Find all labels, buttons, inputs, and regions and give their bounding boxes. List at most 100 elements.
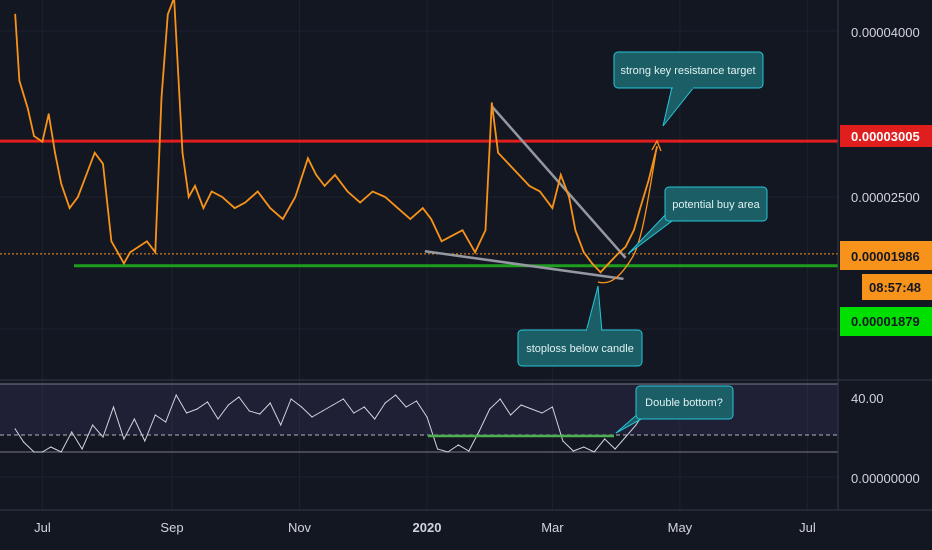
oscillator-point [33,451,35,453]
oscillator-point [405,406,407,408]
oscillator-point [530,408,533,410]
price-point [181,151,184,154]
lower-trendline[interactable] [424,249,624,281]
x-tick-label: Mar [541,520,564,535]
price-point [639,207,641,209]
oscillator-point [374,418,376,420]
price-point [583,251,585,254]
price-point [409,218,412,220]
oscillator-point [238,396,240,398]
oscillator-point [489,408,491,410]
price-point [154,251,157,254]
resistance-price-badge[interactable]: 0.00003005 [840,125,932,147]
price-point [474,251,476,254]
oscillator-point [332,404,334,406]
price-point [202,207,205,209]
oscillator-points [14,394,658,453]
oscillator-point [562,440,564,442]
oscillator-point [457,444,459,446]
time-axis[interactable]: Jul Sep Nov 2020 Mar May Jul [34,520,816,535]
price-point [233,207,236,209]
price-point [451,234,453,237]
price-point [18,80,21,82]
price-point [160,96,163,99]
oscillator-point [311,416,313,418]
price-point [146,240,148,243]
price-point [518,174,520,176]
callout-buy[interactable]: potential buy area [627,186,768,255]
price-point [77,196,79,198]
price-point [116,251,119,254]
oscillator-point [342,398,344,400]
price-point [244,201,246,204]
oscillator-point [353,412,355,414]
price-point [282,218,284,220]
price-point [440,240,443,243]
callout-stoploss-text: stoploss below candle [526,343,634,355]
price-point [294,196,297,198]
current-price-badge[interactable]: 0.00001986 [840,241,932,270]
price-point [334,174,336,176]
oscillator-point [71,431,73,433]
price-point [647,179,650,182]
price-point [167,13,169,16]
price-point [633,229,635,231]
price-point [110,240,113,243]
price-point [624,246,627,248]
price-point [539,190,541,193]
price-point [430,218,433,220]
y-tick-label: 0.00004000 [851,25,920,40]
price-point [484,229,487,231]
oscillator-y-tick-label: 0.00000000 [851,471,920,486]
price-point [359,201,361,204]
price-points [14,13,658,274]
price-point [497,151,499,154]
callout-stoploss[interactable]: stoploss below candle [517,285,643,367]
price-point [27,107,29,110]
oscillator-point [520,404,522,406]
price-point [568,196,570,198]
price-point [93,151,96,154]
oscillator-point [217,418,219,420]
price-point [371,190,374,193]
price-point [346,190,349,193]
oscillator-point [123,438,125,440]
oscillator-point [614,448,616,450]
oscillator-point [447,451,449,453]
price-point [68,207,71,209]
projection-arrowhead [651,139,662,152]
oscillator-point [41,451,44,453]
price-point [14,13,16,16]
support-price-badge[interactable]: 0.00001879 [840,307,932,336]
oscillator-point [165,421,167,423]
oscillator-point [175,394,177,396]
oscillator-point [92,424,94,426]
oscillator-point [23,441,25,443]
oscillator-y-tick-label: 40.00 [851,391,884,406]
price-point [85,174,88,176]
price-point [256,190,259,193]
oscillator-point [227,404,229,406]
callout-resistance[interactable]: strong key resistance target [613,51,764,127]
countdown-badge: 08:57:48 [862,274,932,300]
oscillator-point [154,414,156,416]
oscillator-point [572,450,574,452]
oscillator-point [301,406,303,408]
oscillator-point [112,406,115,408]
price-point [461,229,464,231]
callout-buy-text: potential buy area [672,199,760,211]
oscillator-point [583,446,585,448]
callout-double-bottom[interactable]: Double bottom? [615,385,734,434]
oscillator-point [50,446,52,448]
price-point [221,196,223,198]
current-price-label: 0.00001986 [851,249,920,264]
oscillator-point [384,402,386,404]
oscillator-point [290,398,292,400]
price-point [384,196,387,198]
oscillator-point [102,436,104,438]
oscillator-point [14,428,16,430]
price-point [41,140,44,143]
oscillator-point [510,414,512,416]
price-point [315,174,318,176]
